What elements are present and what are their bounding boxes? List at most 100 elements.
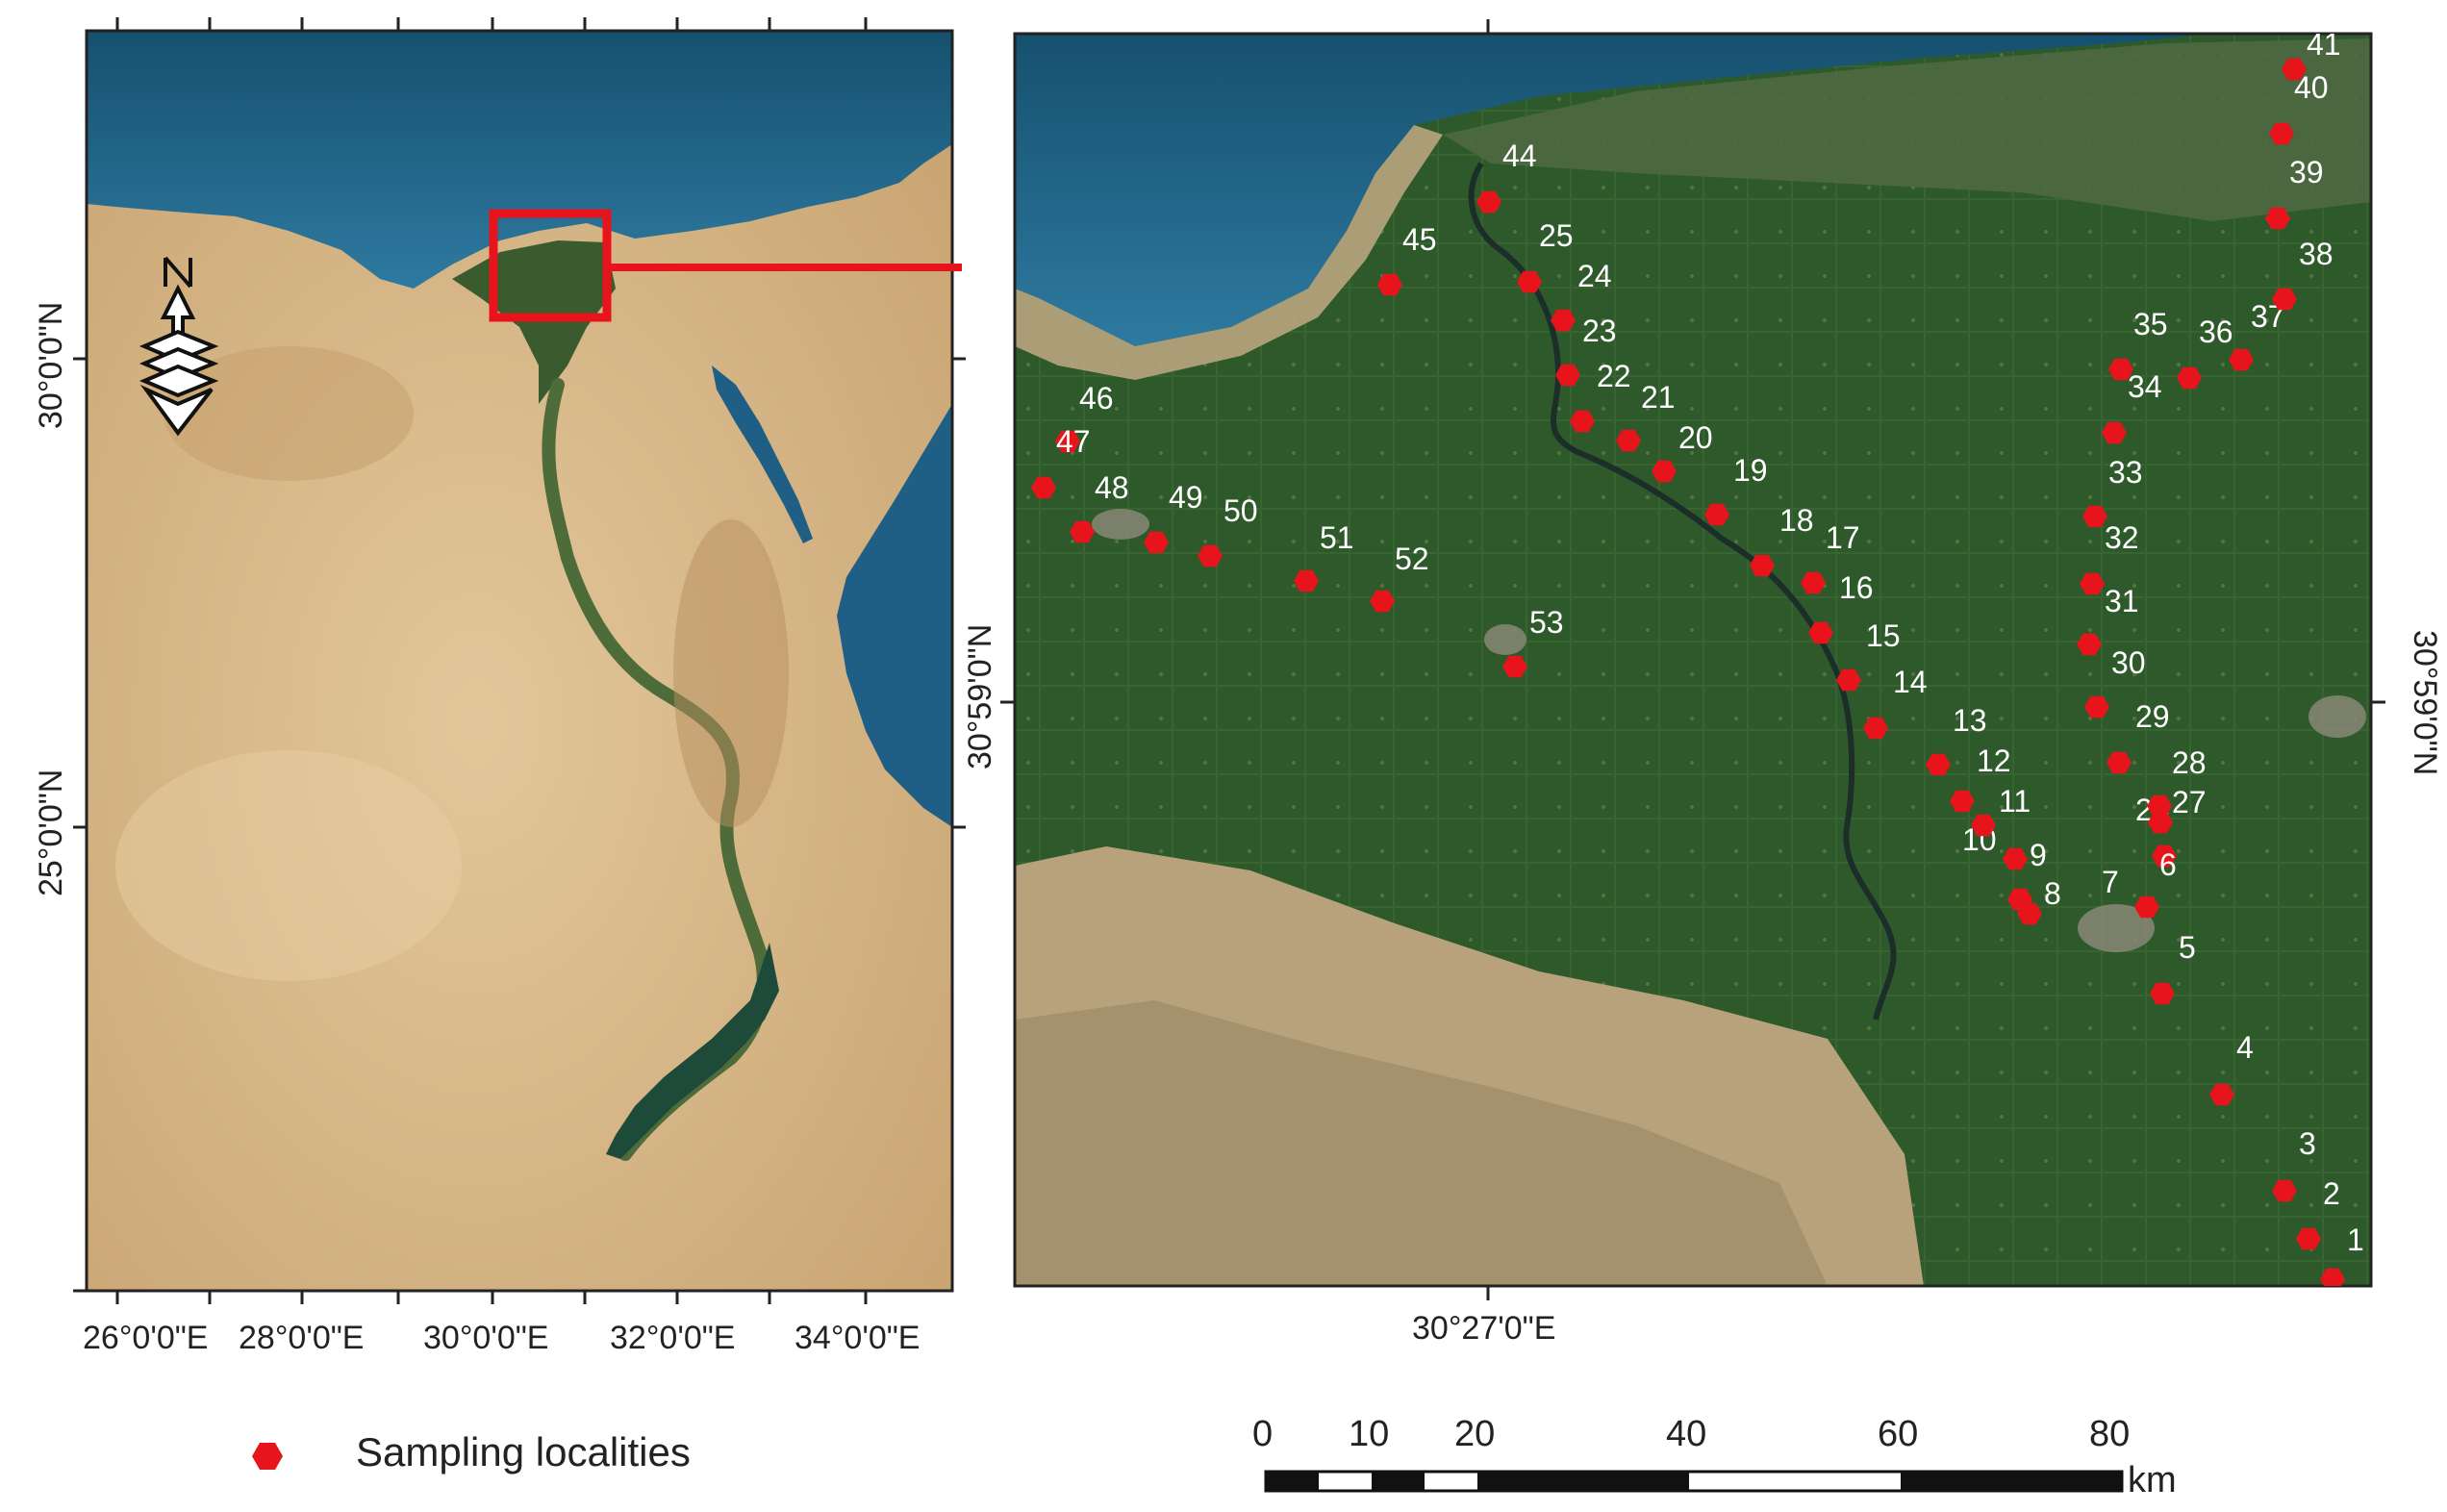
sampling-site-label: 23 — [1582, 314, 1617, 348]
scale-unit-label: km — [2128, 1460, 2177, 1500]
legend-label: Sampling localities — [356, 1429, 691, 1474]
sampling-site-marker — [2269, 122, 2294, 145]
sampling-site-label: 38 — [2299, 237, 2333, 271]
coastal-sea — [1015, 34, 2212, 346]
sampling-site-marker — [2177, 366, 2202, 390]
sampling-site-label: 9 — [2030, 838, 2047, 872]
sampling-site-label: 5 — [2179, 930, 2196, 965]
sampling-site-label: 25 — [1539, 218, 1574, 253]
y-tick-label: 25°0'0"N — [33, 769, 69, 896]
sampling-site-marker — [1031, 476, 1056, 499]
sampling-site-label: 13 — [1953, 703, 1987, 738]
sampling-site-label: 4 — [2236, 1030, 2254, 1065]
sampling-site-marker — [1950, 790, 1975, 813]
sampling-site-marker — [1370, 590, 1395, 613]
x-tick-label-right-map: 30°27'0"E — [1412, 1310, 1556, 1347]
sampling-site-label: 44 — [1502, 139, 1537, 173]
sampling-site-label: 14 — [1893, 665, 1928, 699]
sampling-site-marker — [2272, 1179, 2297, 1202]
sampling-site-marker — [1517, 270, 1542, 293]
sampling-site-marker — [2296, 1227, 2321, 1250]
sampling-site-marker — [1808, 621, 1833, 644]
sampling-site-label: 24 — [1577, 259, 1612, 293]
sampling-site-marker — [2106, 751, 2132, 774]
y-tick-label: 30°0'0"N — [33, 301, 69, 429]
x-tick-label: 34°0'0"E — [795, 1320, 921, 1356]
left-map-ticks — [73, 17, 966, 1304]
sampling-site-marker — [1055, 430, 1080, 453]
eastern-mountains — [673, 519, 789, 827]
scale-tick-label: 60 — [1878, 1414, 1919, 1454]
gulf-of-suez — [712, 365, 813, 543]
sampling-site-label: 41 — [2307, 27, 2341, 62]
sampling-site-marker — [2077, 633, 2102, 656]
coastline-sand — [1015, 125, 1443, 380]
sampling-site-label: 50 — [1224, 493, 1258, 528]
sampling-site-marker — [2265, 207, 2290, 230]
sampling-site-label: 30 — [2111, 645, 2146, 680]
sampling-site-marker — [2007, 888, 2032, 911]
sampling-site-label: 1 — [2347, 1222, 2364, 1257]
sampling-site-marker — [1926, 753, 1951, 776]
sampling-site-label: 31 — [2105, 584, 2139, 618]
right-map-ticks — [1000, 19, 2385, 1300]
sampling-site-marker — [1801, 571, 1826, 594]
desert-area — [87, 31, 952, 1291]
x-tick-label: 30°0'0"E — [423, 1320, 549, 1356]
town-patch — [1092, 509, 1149, 540]
sampling-site-label: 8 — [2044, 876, 2061, 911]
sampling-site-marker — [2209, 1083, 2234, 1106]
sampling-site-label: 19 — [1733, 453, 1768, 488]
sampling-site-label: 51 — [1320, 520, 1354, 555]
sampling-site-marker — [1836, 668, 1861, 692]
sampling-site-label: 18 — [1779, 503, 1814, 538]
scale-tick-label: 20 — [1454, 1414, 1496, 1454]
sampling-site-label: 20 — [1678, 420, 1713, 455]
sampling-site-marker — [1476, 190, 1501, 214]
sampling-site-label: 49 — [1169, 480, 1203, 515]
sampling-site-marker — [1198, 544, 1223, 567]
sampling-site-marker — [2148, 811, 2173, 834]
sampling-site-label: 2 — [2323, 1176, 2340, 1211]
sampling-site-marker — [1502, 655, 1527, 678]
sampling-site-label: 7 — [2102, 865, 2119, 899]
sampling-site-marker — [1570, 410, 1595, 433]
sampling-site-label: 28 — [2172, 745, 2207, 780]
y-tick-label-right-map-left: 30°59'0"N — [962, 623, 998, 769]
north-arrow-icon — [139, 256, 219, 437]
sampling-site-label: 39 — [2289, 155, 2324, 189]
x-tick-label: 28°0'0"E — [239, 1320, 365, 1356]
sampling-site-marker — [2082, 505, 2107, 528]
x-tick-label: 26°0'0"E — [83, 1320, 209, 1356]
sampling-site-label: 17 — [1826, 520, 1860, 555]
x-tick-label: 32°0'0"E — [610, 1320, 736, 1356]
right-map-frame — [1013, 32, 2373, 1288]
sampling-sites: 1234567891011121314151617181920212223242… — [1031, 27, 2364, 1286]
sampling-site-label: 11 — [1999, 784, 2031, 819]
sampling-site-label: 3 — [2299, 1126, 2316, 1161]
sampling-site-marker — [1750, 554, 1775, 577]
northern-wetland — [1443, 38, 2371, 221]
sampling-site-marker — [1144, 531, 1169, 554]
scale-tick-label: 40 — [1666, 1414, 1707, 1454]
sampling-site-marker — [1971, 814, 1996, 837]
sampling-site-label: 12 — [1977, 743, 2011, 778]
sampling-site-marker — [1551, 309, 1576, 332]
sampling-site-marker — [2102, 421, 2127, 444]
sampling-site-marker — [1555, 364, 1580, 387]
sampling-site-marker — [2003, 847, 2028, 870]
sampling-site-label: 45 — [1402, 222, 1437, 257]
sampling-site-marker — [2272, 288, 2297, 311]
red-sea — [837, 404, 952, 827]
lake-nasser — [606, 943, 779, 1159]
sampling-site-label: 35 — [2133, 307, 2168, 341]
town-patch — [2078, 904, 2155, 952]
scale-bar — [1264, 1470, 2124, 1493]
sampling-site-marker — [2147, 794, 2172, 818]
sampling-site-marker — [1294, 569, 1319, 592]
sampling-site-label: 29 — [2135, 699, 2170, 734]
sampling-site-label: 22 — [1597, 359, 1631, 393]
sampling-site-label: 32 — [2105, 520, 2139, 555]
